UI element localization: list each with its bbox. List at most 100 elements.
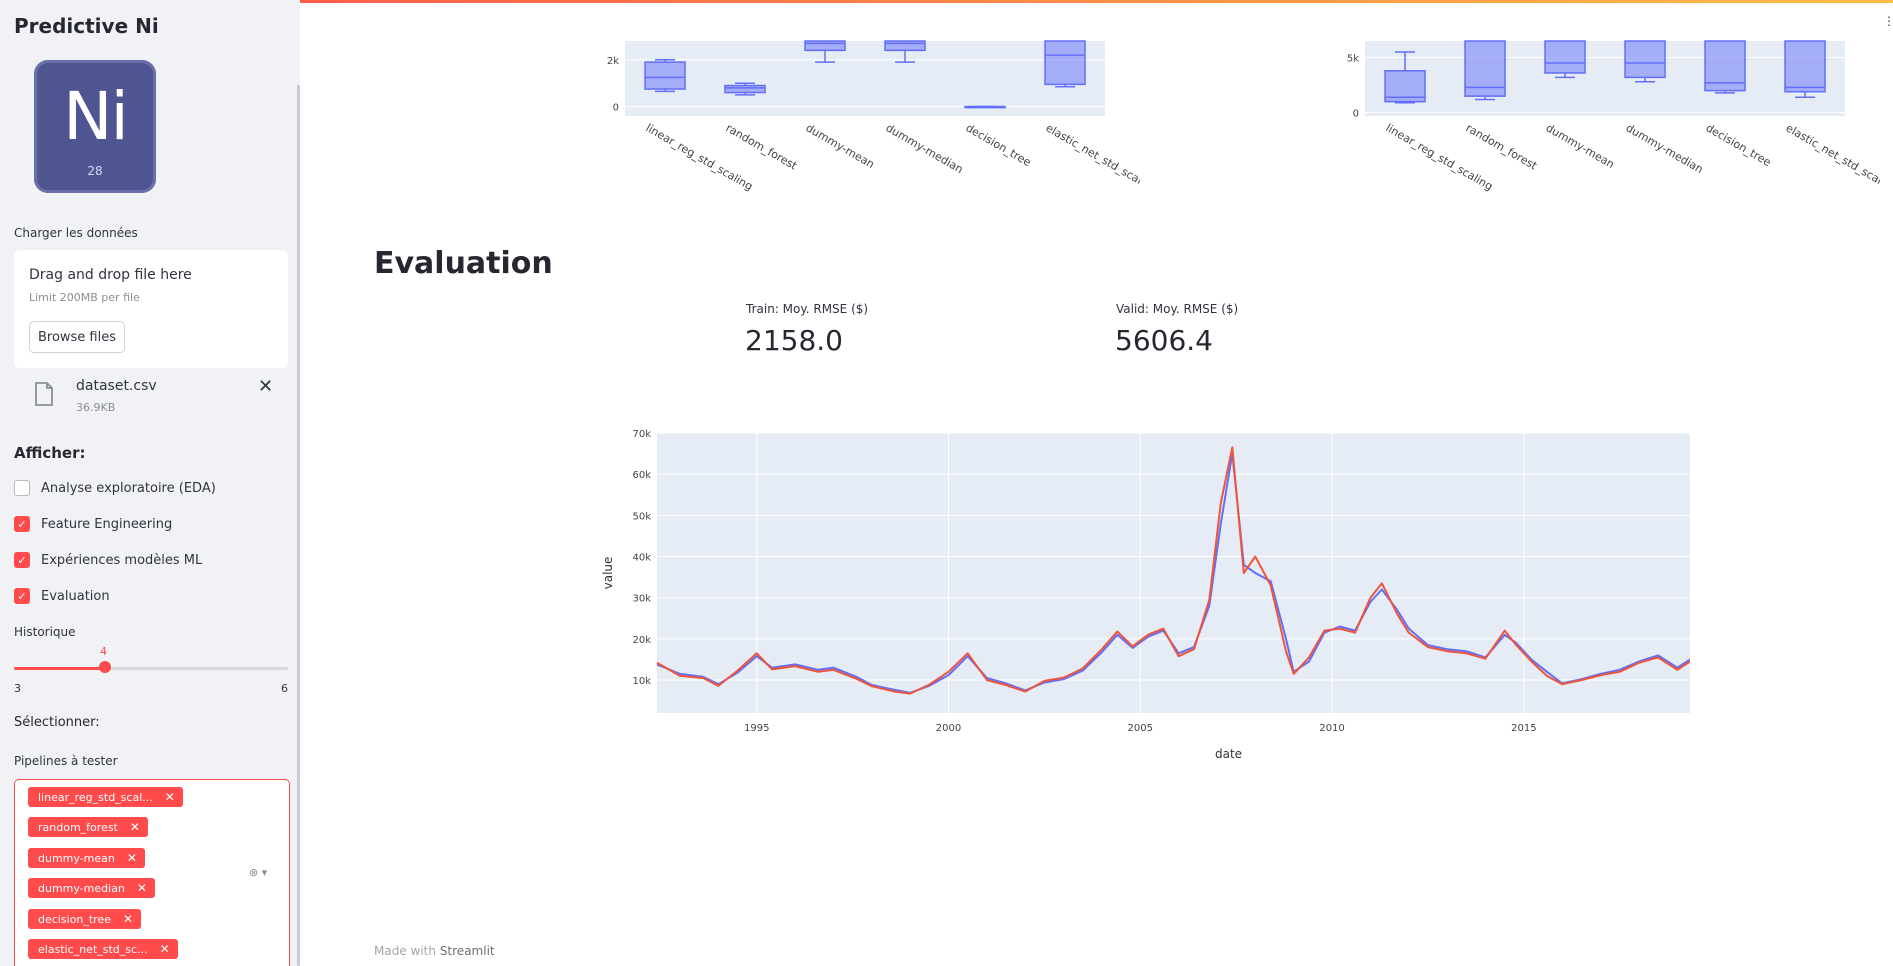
pipelines-multiselect[interactable]: linear_reg_std_scal... ✕ random_forest ✕ d… bbox=[14, 779, 290, 966]
train-metric-value: 2158.0 bbox=[745, 324, 843, 357]
checkbox-box[interactable]: ✓ bbox=[14, 552, 30, 568]
x-tick-label: decision_tree bbox=[964, 121, 1034, 169]
display-heading: Afficher: bbox=[14, 444, 86, 462]
y-axis-title: value bbox=[601, 557, 615, 590]
dropzone-limit: Limit 200MB per file bbox=[29, 291, 140, 304]
checkbox-label: Feature Engineering bbox=[41, 516, 173, 532]
remove-tag-close-icon[interactable]: ✕ bbox=[122, 912, 134, 926]
x-tick-label: elastic_net_std_scaling bbox=[1784, 121, 1881, 195]
y-tick-label: 20k bbox=[632, 635, 651, 646]
slider-fill bbox=[14, 667, 106, 670]
y-tick-label: 2k bbox=[607, 56, 619, 67]
sidebar: Predictive Ni Ni 28 Charger les données … bbox=[0, 0, 300, 966]
x-tick-label: dummy-mean bbox=[1544, 121, 1617, 171]
x-tick-label: random_forest bbox=[724, 121, 800, 173]
box-body bbox=[1624, 40, 1666, 79]
pipeline-tag[interactable]: decision_tree ✕ bbox=[28, 909, 142, 929]
box-body bbox=[1784, 40, 1826, 93]
remove-tag-close-icon[interactable]: ✕ bbox=[159, 942, 170, 956]
file-icon bbox=[35, 382, 53, 406]
streamlit-link[interactable]: Streamlit bbox=[439, 944, 495, 958]
checkbox-label: Expériences modèles ML bbox=[41, 552, 203, 568]
series-line-y_true bbox=[656, 446, 1690, 695]
slider-max: 6 bbox=[281, 682, 288, 695]
slider-min: 3 bbox=[14, 682, 21, 695]
y-tick-label: 0 bbox=[1353, 109, 1359, 120]
main-content: 2k 0 linear_reg_std_scaling random_forest du… bbox=[300, 0, 1893, 966]
remove-file-close-icon[interactable]: ✕ bbox=[258, 376, 274, 397]
remove-tag-close-icon[interactable]: ✕ bbox=[129, 820, 140, 834]
checkbox-ml-experiments[interactable]: ✓ Expériences modèles ML bbox=[14, 550, 202, 570]
history-slider-thumb[interactable] bbox=[99, 661, 111, 673]
dropzone-title: Drag and drop file here bbox=[29, 267, 192, 283]
pipeline-tag[interactable]: random_forest ✕ bbox=[28, 817, 148, 837]
checkbox-box[interactable] bbox=[14, 480, 30, 496]
y-tick-label: 0 bbox=[613, 103, 619, 114]
x-tick-label: random_forest bbox=[1464, 121, 1540, 173]
remove-tag-close-icon[interactable]: ✕ bbox=[164, 790, 175, 804]
top-decoration-bar bbox=[0, 0, 1893, 3]
plot-area bbox=[1365, 41, 1845, 116]
train-metric-label: Train: Moy. RMSE ($) bbox=[746, 302, 869, 316]
y-tick-label: 30k bbox=[632, 594, 651, 605]
box-body bbox=[804, 40, 846, 52]
uploaded-file-name: dataset.csv bbox=[76, 378, 157, 394]
x-tick-label: 2015 bbox=[1511, 723, 1536, 734]
select-heading: Sélectionner: bbox=[14, 715, 100, 730]
plot-area bbox=[625, 41, 1105, 116]
checkbox-box[interactable]: ✓ bbox=[14, 588, 30, 604]
valid-metric-label: Valid: Moy. RMSE ($) bbox=[1116, 302, 1239, 316]
box-body bbox=[724, 84, 766, 94]
series-line-y_pred bbox=[656, 452, 1690, 694]
evaluation-heading: Evaluation bbox=[374, 246, 553, 281]
checkbox-label: Evaluation bbox=[41, 588, 110, 604]
clear-dropdown-icon[interactable]: ⊗ ▾ bbox=[249, 866, 268, 879]
slider-value: 4 bbox=[100, 645, 107, 658]
x-axis-title: date bbox=[1215, 747, 1242, 760]
x-tick-label: decision_tree bbox=[1704, 121, 1774, 169]
checkbox-eda[interactable]: Analyse exploratoire (EDA) bbox=[14, 478, 216, 498]
x-tick-label: dummy-median bbox=[884, 121, 966, 176]
y-tick-label: 40k bbox=[632, 553, 651, 564]
checkbox-label: Analyse exploratoire (EDA) bbox=[41, 480, 216, 496]
pipeline-tag[interactable]: dummy-mean ✕ bbox=[28, 848, 145, 868]
box-body bbox=[884, 40, 926, 52]
history-slider-track[interactable] bbox=[14, 667, 288, 670]
menu-icon[interactable]: ⋮ bbox=[1883, 14, 1893, 28]
y-tick-label: 5k bbox=[1347, 54, 1359, 65]
logo-symbol: Ni bbox=[63, 78, 129, 155]
y-tick-label: 60k bbox=[632, 470, 651, 481]
x-tick-label: dummy-mean bbox=[804, 121, 877, 171]
y-tick-label: 50k bbox=[632, 511, 651, 522]
x-tick-label: 2000 bbox=[936, 723, 961, 734]
checkbox-box[interactable]: ✓ bbox=[14, 516, 30, 532]
plot-area bbox=[657, 433, 1690, 713]
sidebar-scrollbar[interactable] bbox=[297, 85, 300, 966]
box-body bbox=[1044, 40, 1086, 86]
valid-metric-value: 5606.4 bbox=[1115, 324, 1213, 357]
browse-files-button[interactable]: Browse files bbox=[29, 321, 125, 353]
remove-tag-close-icon[interactable]: ✕ bbox=[126, 851, 137, 865]
x-tick-label: 2010 bbox=[1319, 723, 1344, 734]
footer: Made with Streamlit bbox=[374, 944, 495, 958]
uploaded-file-size: 36.9KB bbox=[76, 401, 116, 414]
pipelines-label: Pipelines à tester bbox=[14, 754, 118, 768]
checkbox-evaluation[interactable]: ✓ Evaluation bbox=[14, 586, 110, 606]
logo-atomic-number: 28 bbox=[87, 164, 103, 178]
box-body bbox=[1544, 40, 1586, 74]
box-body bbox=[644, 61, 686, 90]
remove-tag-close-icon[interactable]: ✕ bbox=[136, 881, 147, 895]
x-tick-label: 1995 bbox=[744, 723, 769, 734]
file-uploader-dropzone[interactable]: Drag and drop file here Limit 200MB per … bbox=[14, 250, 288, 368]
evaluation-line-chart: 10k 20k 30k 40k 50k 60k 70k 1995 2000 2005 2010 201… bbox=[601, 429, 1690, 760]
checkbox-feature-engineering[interactable]: ✓ Feature Engineering bbox=[14, 514, 172, 534]
upload-label: Charger les données bbox=[14, 226, 138, 240]
pipeline-tag[interactable]: linear_reg_std_scal... ✕ bbox=[28, 787, 183, 807]
pipeline-tag[interactable]: elastic_net_std_sc... ✕ bbox=[28, 939, 178, 959]
x-tick-label: 2005 bbox=[1128, 723, 1153, 734]
nickel-logo: Ni 28 bbox=[34, 60, 156, 193]
slider-label: Historique bbox=[14, 625, 76, 639]
pipeline-tag[interactable]: dummy-median ✕ bbox=[28, 878, 155, 898]
